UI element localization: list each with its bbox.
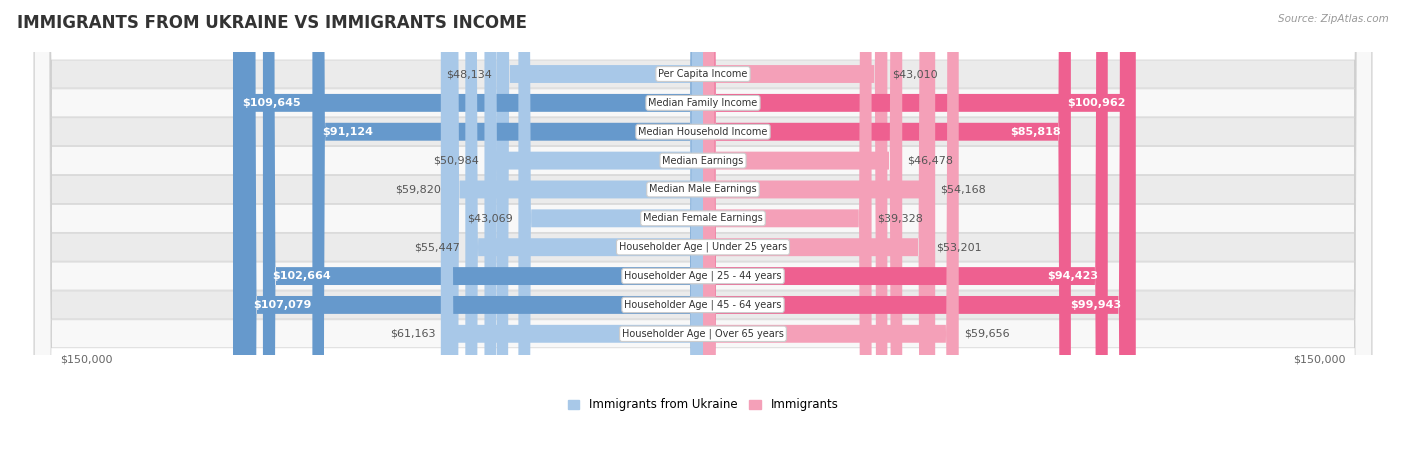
Text: $61,163: $61,163 — [391, 329, 436, 339]
Text: $109,645: $109,645 — [243, 98, 301, 108]
FancyBboxPatch shape — [496, 0, 703, 467]
FancyBboxPatch shape — [703, 0, 1071, 467]
Text: Median Female Earnings: Median Female Earnings — [643, 213, 763, 223]
Text: IMMIGRANTS FROM UKRAINE VS IMMIGRANTS INCOME: IMMIGRANTS FROM UKRAINE VS IMMIGRANTS IN… — [17, 14, 527, 32]
FancyBboxPatch shape — [519, 0, 703, 467]
FancyBboxPatch shape — [485, 0, 703, 467]
Text: $54,168: $54,168 — [941, 184, 986, 194]
FancyBboxPatch shape — [703, 0, 903, 467]
Text: Source: ZipAtlas.com: Source: ZipAtlas.com — [1278, 14, 1389, 24]
FancyBboxPatch shape — [703, 0, 887, 467]
FancyBboxPatch shape — [465, 0, 703, 467]
FancyBboxPatch shape — [703, 0, 931, 467]
FancyBboxPatch shape — [703, 0, 872, 467]
FancyBboxPatch shape — [34, 0, 1372, 467]
Text: Median Earnings: Median Earnings — [662, 156, 744, 166]
Text: Per Capita Income: Per Capita Income — [658, 69, 748, 79]
FancyBboxPatch shape — [441, 0, 703, 467]
FancyBboxPatch shape — [703, 0, 1136, 467]
Text: $48,134: $48,134 — [446, 69, 492, 79]
Text: $85,818: $85,818 — [1011, 127, 1062, 137]
Text: $59,820: $59,820 — [395, 184, 441, 194]
Text: $91,124: $91,124 — [322, 127, 373, 137]
FancyBboxPatch shape — [34, 0, 1372, 467]
Text: $50,984: $50,984 — [433, 156, 479, 166]
Text: $107,079: $107,079 — [253, 300, 312, 310]
FancyBboxPatch shape — [312, 0, 703, 467]
Legend: Immigrants from Ukraine, Immigrants: Immigrants from Ukraine, Immigrants — [562, 394, 844, 416]
Text: $55,447: $55,447 — [415, 242, 460, 252]
Text: Householder Age | Under 25 years: Householder Age | Under 25 years — [619, 242, 787, 253]
FancyBboxPatch shape — [34, 0, 1372, 467]
Text: Median Household Income: Median Household Income — [638, 127, 768, 137]
Text: $46,478: $46,478 — [907, 156, 953, 166]
Text: $102,664: $102,664 — [273, 271, 332, 281]
Text: $59,656: $59,656 — [965, 329, 1010, 339]
Text: Median Male Earnings: Median Male Earnings — [650, 184, 756, 194]
FancyBboxPatch shape — [703, 0, 959, 467]
Text: $99,943: $99,943 — [1070, 300, 1122, 310]
FancyBboxPatch shape — [34, 0, 1372, 467]
Text: Householder Age | Over 65 years: Householder Age | Over 65 years — [621, 329, 785, 339]
Text: $43,010: $43,010 — [893, 69, 938, 79]
Text: Householder Age | 45 - 64 years: Householder Age | 45 - 64 years — [624, 300, 782, 310]
FancyBboxPatch shape — [34, 0, 1372, 467]
FancyBboxPatch shape — [34, 0, 1372, 467]
Text: $94,423: $94,423 — [1047, 271, 1098, 281]
FancyBboxPatch shape — [263, 0, 703, 467]
Text: $39,328: $39,328 — [877, 213, 922, 223]
FancyBboxPatch shape — [703, 0, 1132, 467]
Text: $53,201: $53,201 — [936, 242, 981, 252]
Text: $150,000: $150,000 — [1294, 354, 1346, 365]
FancyBboxPatch shape — [34, 0, 1372, 467]
FancyBboxPatch shape — [233, 0, 703, 467]
Text: $43,069: $43,069 — [467, 213, 513, 223]
Text: Householder Age | 25 - 44 years: Householder Age | 25 - 44 years — [624, 271, 782, 281]
Text: $100,962: $100,962 — [1067, 98, 1126, 108]
FancyBboxPatch shape — [34, 0, 1372, 467]
Text: $150,000: $150,000 — [60, 354, 112, 365]
FancyBboxPatch shape — [447, 0, 703, 467]
FancyBboxPatch shape — [34, 0, 1372, 467]
FancyBboxPatch shape — [703, 0, 1108, 467]
FancyBboxPatch shape — [245, 0, 703, 467]
FancyBboxPatch shape — [703, 0, 935, 467]
Text: Median Family Income: Median Family Income — [648, 98, 758, 108]
FancyBboxPatch shape — [34, 0, 1372, 467]
